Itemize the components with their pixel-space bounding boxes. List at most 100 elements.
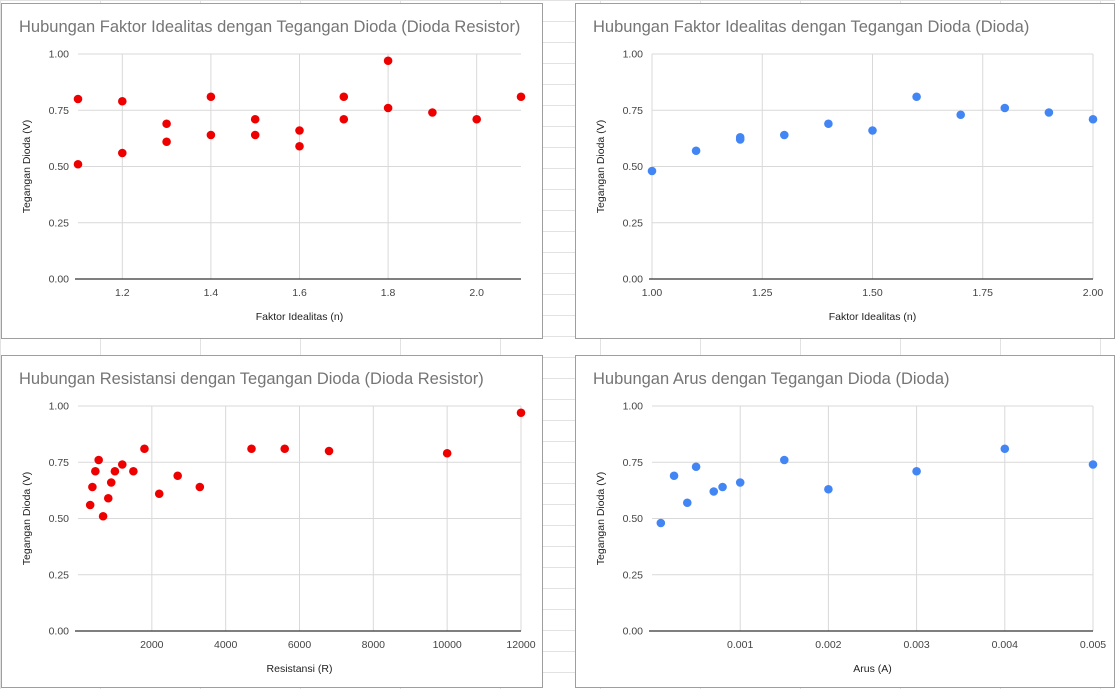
data-point[interactable] <box>206 92 216 102</box>
data-point[interactable] <box>735 478 745 487</box>
data-point[interactable] <box>912 466 921 476</box>
y-tick-label: 1.00 <box>49 49 70 61</box>
data-point[interactable] <box>647 166 657 176</box>
y-tick-label: 0.50 <box>623 161 644 173</box>
x-tick-label: 0.005 <box>1080 639 1106 651</box>
data-point[interactable] <box>247 444 256 454</box>
y-axis-title: Tegangan Dioda (V) <box>21 120 33 213</box>
x-axis-title: Faktor Idealitas (n) <box>256 311 344 323</box>
data-point[interactable] <box>250 114 260 124</box>
data-point[interactable] <box>1000 444 1010 454</box>
y-tick-label: 0.75 <box>49 457 70 469</box>
data-point[interactable] <box>1088 114 1098 124</box>
data-point[interactable] <box>656 518 666 528</box>
data-point[interactable] <box>691 146 701 156</box>
data-point[interactable] <box>1000 103 1010 113</box>
y-tick-label: 0.50 <box>49 513 70 525</box>
x-tick-label: 4000 <box>214 639 238 651</box>
data-point[interactable] <box>780 130 789 140</box>
x-tick-label: 12000 <box>506 639 535 651</box>
x-tick-label: 1.6 <box>292 287 307 299</box>
data-point[interactable] <box>98 511 108 521</box>
data-point[interactable] <box>691 462 701 472</box>
data-point[interactable] <box>472 114 482 124</box>
data-point[interactable] <box>824 119 833 129</box>
data-point[interactable] <box>709 487 719 496</box>
data-point[interactable] <box>1088 460 1098 469</box>
x-tick-label: 0.002 <box>815 639 841 651</box>
data-point[interactable] <box>339 92 349 102</box>
data-point[interactable] <box>129 466 138 476</box>
chart-title: Hubungan Faktor Idealitas dengan Teganga… <box>593 18 1030 36</box>
data-point[interactable] <box>669 471 679 481</box>
data-point[interactable] <box>206 130 216 140</box>
y-tick-label: 0.75 <box>623 105 644 117</box>
data-point[interactable] <box>103 493 113 503</box>
data-point[interactable] <box>383 56 393 66</box>
chart-card-4[interactable]: Hubungan Arus dengan Tegangan Dioda (Dio… <box>575 355 1115 688</box>
data-point[interactable] <box>682 498 692 508</box>
data-point[interactable] <box>118 148 127 158</box>
data-point[interactable] <box>324 446 334 456</box>
y-tick-label: 0.00 <box>49 626 70 638</box>
y-tick-label: 1.00 <box>623 49 644 61</box>
data-point[interactable] <box>428 108 437 117</box>
data-point[interactable] <box>162 119 171 129</box>
x-tick-label: 6000 <box>288 639 312 651</box>
x-tick-label: 0.004 <box>992 639 1018 651</box>
data-point[interactable] <box>140 444 149 454</box>
data-point[interactable] <box>718 482 727 492</box>
data-point[interactable] <box>118 96 127 106</box>
data-point[interactable] <box>85 500 95 510</box>
data-point[interactable] <box>912 92 921 102</box>
data-point[interactable] <box>516 92 526 102</box>
y-tick-label: 0.50 <box>49 161 70 173</box>
y-axis-title: Tegangan Dioda (V) <box>21 472 33 565</box>
data-point[interactable] <box>280 444 290 454</box>
data-point[interactable] <box>91 466 100 476</box>
x-axis-title: Arus (A) <box>853 663 892 675</box>
data-point[interactable] <box>780 455 789 465</box>
data-point[interactable] <box>106 478 116 487</box>
data-point[interactable] <box>868 126 877 135</box>
data-point[interactable] <box>73 159 83 169</box>
y-tick-label: 0.00 <box>49 274 70 286</box>
data-point[interactable] <box>339 114 349 124</box>
y-tick-label: 0.25 <box>49 569 70 581</box>
x-tick-label: 1.50 <box>862 287 883 299</box>
x-axis-title: Faktor Idealitas (n) <box>829 311 917 323</box>
data-point[interactable] <box>110 466 120 476</box>
chart-title: Hubungan Arus dengan Tegangan Dioda (Dio… <box>593 370 950 388</box>
y-tick-label: 0.25 <box>623 217 644 229</box>
data-point[interactable] <box>173 471 182 481</box>
data-point[interactable] <box>118 460 127 469</box>
data-point[interactable] <box>295 126 304 135</box>
chart-plot: 0.00 0.25 0.50 0.75 1.00 1.2 1.4 1.6 1.8 2.0 Fakto… <box>21 49 526 323</box>
data-point[interactable] <box>162 137 171 147</box>
data-point[interactable] <box>73 94 83 104</box>
data-point[interactable] <box>250 130 260 140</box>
chart-card-2[interactable]: Hubungan Faktor Idealitas dengan Teganga… <box>575 3 1115 339</box>
y-tick-label: 0.50 <box>623 513 644 525</box>
chart-card-1[interactable]: Hubungan Faktor Idealitas dengan Teganga… <box>1 3 543 339</box>
data-point[interactable] <box>956 110 965 120</box>
data-point[interactable] <box>516 408 526 418</box>
y-axis-title: Tegangan Dioda (V) <box>595 472 607 565</box>
data-point[interactable] <box>824 484 833 494</box>
data-point[interactable] <box>1044 108 1054 117</box>
data-point[interactable] <box>88 482 97 492</box>
y-tick-label: 0.00 <box>623 626 644 638</box>
chart-title: Hubungan Faktor Idealitas dengan Teganga… <box>19 18 521 36</box>
y-tick-label: 0.75 <box>49 105 70 117</box>
chart-card-3[interactable]: Hubungan Resistansi dengan Tegangan Diod… <box>1 355 543 688</box>
data-point[interactable] <box>735 135 745 144</box>
data-point[interactable] <box>154 489 164 499</box>
data-point[interactable] <box>195 482 205 492</box>
data-point[interactable] <box>295 141 304 151</box>
x-tick-label: 1.4 <box>204 287 219 299</box>
data-point[interactable] <box>442 448 452 458</box>
data-point[interactable] <box>383 103 393 113</box>
data-point[interactable] <box>94 455 103 465</box>
x-tick-label: 1.00 <box>642 287 663 299</box>
x-tick-label: 2000 <box>140 639 164 651</box>
